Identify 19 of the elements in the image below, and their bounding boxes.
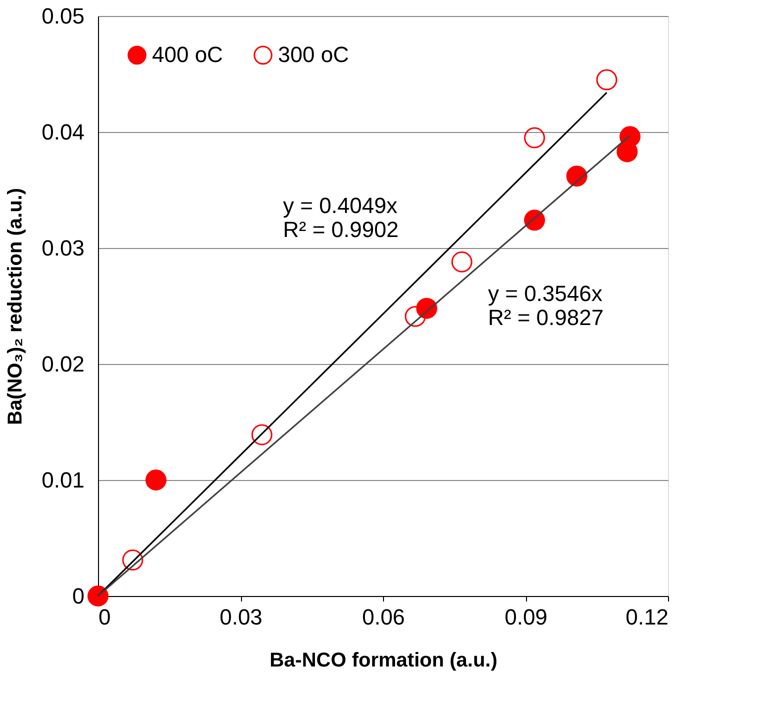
x-tick-label: 0.09 [504,604,548,630]
x-tick-label: 0.03 [220,604,262,630]
y-tick-label: 0.02 [42,352,84,376]
annotation: y = 0.4049x [283,193,398,218]
annotation: R² = 0.9827 [488,305,604,330]
x-tick-label: 0 [98,604,111,630]
x-tick-label: 0.12 [626,604,668,630]
y-tick-label: 0.04 [42,120,84,144]
y-tick-label: 0.05 [42,4,84,28]
y-axis-title: Ba(NO₃)₂ reduction (a.u.) [4,188,27,426]
x-axis-title: Ba-NCO formation (a.u.) [270,650,498,672]
annotation: y = 0.3546x [488,281,602,306]
legend-label: 400 oC [152,42,224,68]
annotation: R² = 0.9902 [283,217,399,242]
legend-label: 300 oC [278,42,350,68]
y-tick-label: 0.03 [42,236,84,260]
x-tick-label: 0.06 [362,604,405,630]
y-tick-label: 0.01 [42,468,84,492]
y-tick-label: 0 [72,584,84,608]
